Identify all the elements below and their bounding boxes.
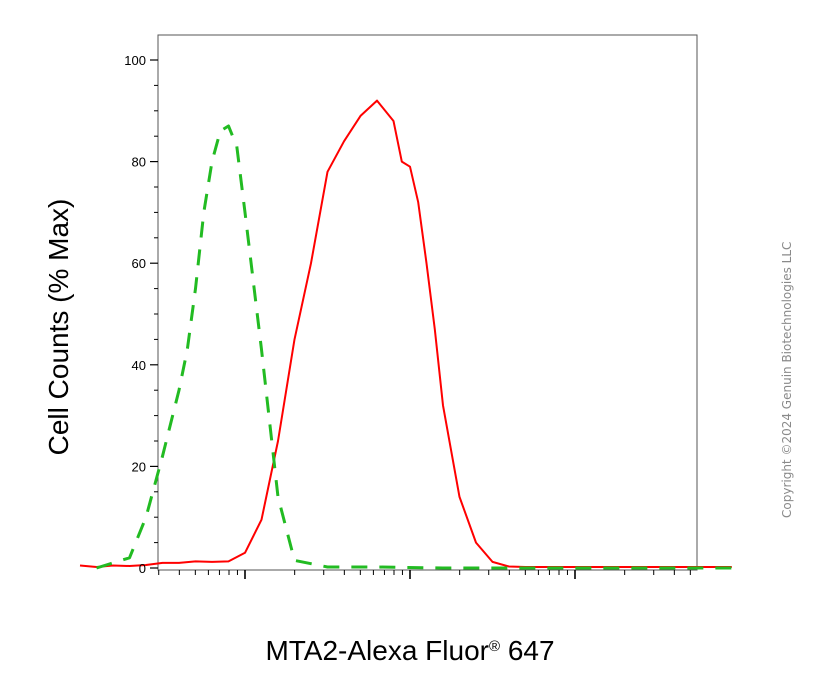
- copyright-notice: Copyright ©2024 Genuin Biotechnologies L…: [780, 241, 794, 518]
- y-tick-label: 0: [139, 561, 146, 576]
- y-tick-label: 20: [132, 459, 146, 474]
- x-axis: [158, 570, 691, 579]
- plot-frame: [157, 34, 698, 571]
- y-axis: 0 20 40 60 80 100: [124, 53, 158, 576]
- y-tick-label: 100: [124, 53, 146, 68]
- x-axis-label: MTA2-Alexa Fluor® 647: [265, 635, 554, 666]
- y-tick-label: 60: [132, 256, 146, 271]
- y-tick-label: 40: [132, 358, 146, 373]
- x-axis-label-registered-mark: ®: [489, 638, 500, 655]
- curves-layer: [79, 99, 732, 570]
- x-axis-label-main: MTA2-Alexa Fluor: [265, 635, 489, 666]
- solid-red-histogram: [79, 99, 732, 568]
- dashed-green-histogram: [96, 124, 732, 570]
- y-axis-label: Cell Counts (% Max): [43, 199, 74, 456]
- x-axis-label-suffix: 647: [500, 635, 555, 666]
- y-tick-label: 80: [132, 155, 146, 170]
